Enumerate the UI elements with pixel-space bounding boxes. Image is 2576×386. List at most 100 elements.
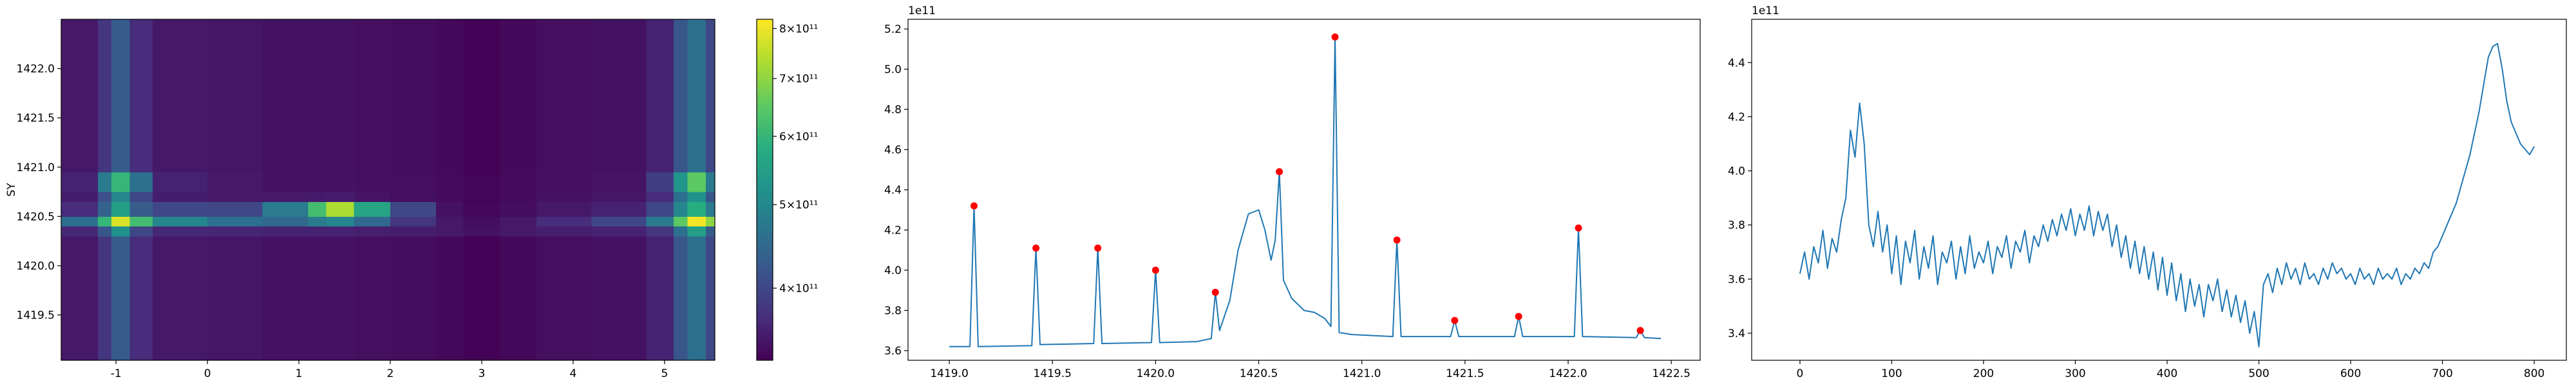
colorbar-tick-label: 5×10¹¹ xyxy=(779,199,818,212)
heatmap-cell xyxy=(308,226,327,237)
heatmap-cell xyxy=(308,118,327,172)
colorbar-step xyxy=(757,345,773,349)
heatmap-cell xyxy=(536,19,592,118)
heatmap-cell xyxy=(97,275,112,361)
x-tick-label: 200 xyxy=(1973,367,1994,380)
colorbar-step xyxy=(757,73,773,77)
colorbar-step xyxy=(757,292,773,296)
y-tick-label: 4.8 xyxy=(884,104,902,116)
heatmap-cell xyxy=(207,275,263,361)
colorbar-step xyxy=(757,87,773,91)
heatmap-cell xyxy=(354,216,391,227)
colorbar-step xyxy=(757,349,773,353)
heatmap-cell xyxy=(500,226,537,237)
colorbar-tick-label: 4×10¹¹ xyxy=(779,282,818,295)
colorbar-step xyxy=(757,124,773,128)
y-tick-label: 3.8 xyxy=(884,305,902,318)
heatmap-cell xyxy=(129,216,153,227)
x-tick-label: -1 xyxy=(111,367,122,380)
heatmap-cell xyxy=(326,201,354,217)
heatmap-cell xyxy=(463,192,500,202)
heatmap-cell xyxy=(152,226,208,237)
heatmap-cell xyxy=(61,118,99,172)
y-tick-label: 4.2 xyxy=(1728,111,1745,124)
heatmap-cell xyxy=(436,118,464,172)
heatmap-cell xyxy=(390,216,437,227)
x-tick-label: 500 xyxy=(2248,367,2269,380)
y-tick-label: 4.0 xyxy=(1728,165,1745,178)
heatmap-cell xyxy=(111,235,130,276)
heatmap-cell xyxy=(61,216,99,227)
heatmap-cell xyxy=(591,275,647,361)
heatmap-cell xyxy=(390,235,437,276)
colorbar-step xyxy=(757,351,773,355)
heatmap-cells xyxy=(61,19,715,361)
x-tick-label: 400 xyxy=(2157,367,2177,380)
peak-marker xyxy=(1515,313,1522,320)
heatmap-cell xyxy=(674,192,688,202)
heatmap-cell xyxy=(152,235,208,276)
colorbar-step xyxy=(757,152,773,156)
heatmap-cell xyxy=(97,118,112,172)
axes-frame xyxy=(1751,19,2567,361)
heatmap-cell xyxy=(536,118,592,172)
heatmap-cell xyxy=(436,201,464,217)
colorbar-step xyxy=(757,19,773,23)
x-tick-label: 1422.5 xyxy=(1652,367,1690,380)
colorbar-step xyxy=(757,178,773,182)
colorbar-step xyxy=(757,33,773,37)
heatmap-cell xyxy=(674,226,688,237)
heatmap-cell xyxy=(436,226,464,237)
colorbar-step xyxy=(757,78,773,82)
heatmap-cell xyxy=(111,172,130,192)
heatmap-cell xyxy=(308,216,327,227)
heatmap-cell xyxy=(705,226,715,237)
heatmap-cell xyxy=(687,235,706,276)
colorbar-step xyxy=(757,184,773,188)
heatmap-cell xyxy=(354,275,391,361)
heatmap-cell xyxy=(591,201,647,217)
heatmap-cell xyxy=(591,216,647,227)
colorbar-step xyxy=(757,22,773,26)
colorbar-step xyxy=(757,295,773,299)
x-tick-label: 4 xyxy=(570,367,577,380)
peak-marker xyxy=(1636,327,1644,335)
colorbar-step xyxy=(757,252,773,256)
heatmap-cell xyxy=(500,201,537,217)
colorbar-step xyxy=(757,113,773,116)
y-tick-label: 1420.5 xyxy=(17,210,55,223)
heatmap-cell xyxy=(354,172,391,192)
colorbar-step xyxy=(757,354,773,358)
heatmap-cell xyxy=(129,275,153,361)
colorbar-step xyxy=(757,277,773,281)
heatmap-cell xyxy=(262,201,308,217)
heatmap-cell xyxy=(207,172,263,192)
heatmap-cell xyxy=(646,19,674,118)
heatmap-cell xyxy=(152,172,208,192)
heatmap-cell xyxy=(536,235,592,276)
heatmap-cell xyxy=(129,201,153,217)
heatmap-cell xyxy=(354,19,391,118)
heatmap-cell xyxy=(354,226,391,237)
heatmap-cell xyxy=(97,201,112,217)
colorbar-step xyxy=(757,104,773,108)
colorbar-step xyxy=(757,181,773,185)
heatmap-cell xyxy=(705,216,715,227)
heatmap-cell xyxy=(61,226,99,237)
heatmap-cell xyxy=(390,275,437,361)
x-tick-label: 1421.0 xyxy=(1343,367,1381,380)
heatmap-cell xyxy=(646,235,674,276)
heatmap-cell xyxy=(262,216,308,227)
colorbar-step xyxy=(757,127,773,131)
x-tick-label: 1419.0 xyxy=(930,367,968,380)
colorbar-step xyxy=(757,70,773,74)
colorbar-step xyxy=(757,340,773,344)
y-tick-label: 1422.0 xyxy=(17,63,55,76)
colorbar-step xyxy=(757,283,773,287)
colorbar-step xyxy=(757,90,773,94)
colorbar-step xyxy=(757,195,773,199)
heatmap-cell xyxy=(61,19,99,118)
colorbar-step xyxy=(757,133,773,136)
